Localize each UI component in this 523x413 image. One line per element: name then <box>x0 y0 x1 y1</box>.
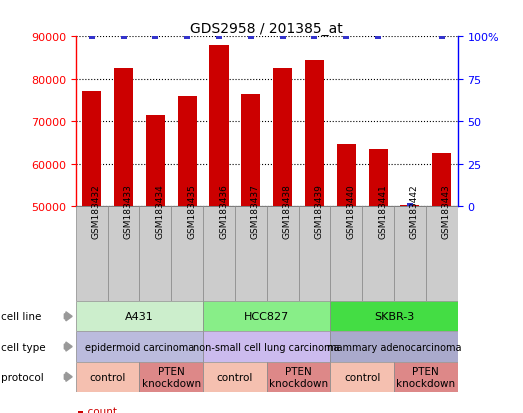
Bar <box>394 206 426 301</box>
Bar <box>337 145 356 206</box>
Text: protocol: protocol <box>1 372 44 382</box>
Bar <box>172 206 203 301</box>
Bar <box>267 362 331 392</box>
Point <box>342 34 350 40</box>
Text: PTEN
knockdown: PTEN knockdown <box>269 366 328 388</box>
Bar <box>235 206 267 301</box>
Text: GSM183438: GSM183438 <box>282 184 292 239</box>
Bar <box>432 154 451 206</box>
Bar <box>426 206 458 301</box>
Bar <box>76 301 203 332</box>
Bar <box>203 362 267 392</box>
Bar <box>305 60 324 206</box>
Text: cell type: cell type <box>1 342 46 352</box>
Title: GDS2958 / 201385_at: GDS2958 / 201385_at <box>190 22 343 36</box>
Bar <box>241 94 260 206</box>
Point <box>119 34 128 40</box>
Text: GSM183433: GSM183433 <box>123 184 132 239</box>
Text: GSM183436: GSM183436 <box>219 184 228 239</box>
Bar <box>82 92 101 206</box>
Text: GSM183441: GSM183441 <box>378 184 387 239</box>
Text: PTEN
knockdown: PTEN knockdown <box>396 366 456 388</box>
Text: GSM183443: GSM183443 <box>442 184 451 239</box>
Point <box>87 34 96 40</box>
Point <box>438 34 446 40</box>
Bar <box>331 362 394 392</box>
Bar <box>273 69 292 206</box>
Bar <box>108 206 140 301</box>
Point <box>215 34 223 40</box>
Text: control: control <box>89 372 126 382</box>
Point <box>310 34 319 40</box>
Text: control: control <box>344 372 380 382</box>
Bar <box>140 206 172 301</box>
Point <box>278 34 287 40</box>
Point <box>183 34 191 40</box>
Bar <box>331 301 458 332</box>
Point <box>151 34 160 40</box>
Bar <box>331 206 362 301</box>
Bar <box>178 97 197 206</box>
Text: non-small cell lung carcinoma: non-small cell lung carcinoma <box>194 342 340 352</box>
Text: GSM183434: GSM183434 <box>155 184 164 239</box>
Point <box>406 203 414 210</box>
Point <box>374 34 382 40</box>
Point <box>247 34 255 40</box>
Text: GSM183439: GSM183439 <box>314 184 323 239</box>
Text: GSM183432: GSM183432 <box>92 184 101 239</box>
Bar <box>209 46 229 206</box>
Text: cell line: cell line <box>1 311 41 322</box>
Text: HCC827: HCC827 <box>244 311 289 322</box>
Bar <box>369 150 388 206</box>
Text: GSM183442: GSM183442 <box>410 184 419 238</box>
Bar <box>331 332 458 362</box>
Bar <box>146 116 165 206</box>
Text: GSM183440: GSM183440 <box>346 184 355 239</box>
Bar <box>203 301 331 332</box>
Text: epidermoid carcinoma: epidermoid carcinoma <box>85 342 194 352</box>
Text: control: control <box>217 372 253 382</box>
Bar <box>140 362 203 392</box>
Text: A431: A431 <box>125 311 154 322</box>
Text: count: count <box>81 406 117 413</box>
Bar <box>76 206 108 301</box>
Text: GSM183437: GSM183437 <box>251 184 260 239</box>
Bar <box>203 206 235 301</box>
Bar <box>299 206 331 301</box>
Bar <box>203 332 331 362</box>
Bar <box>362 206 394 301</box>
Text: mammary adenocarcinoma: mammary adenocarcinoma <box>327 342 461 352</box>
Text: GSM183435: GSM183435 <box>187 184 196 239</box>
Bar <box>394 362 458 392</box>
Bar <box>114 69 133 206</box>
Bar <box>76 362 140 392</box>
Bar <box>76 332 203 362</box>
Text: PTEN
knockdown: PTEN knockdown <box>142 366 201 388</box>
Bar <box>267 206 299 301</box>
Text: SKBR-3: SKBR-3 <box>374 311 414 322</box>
